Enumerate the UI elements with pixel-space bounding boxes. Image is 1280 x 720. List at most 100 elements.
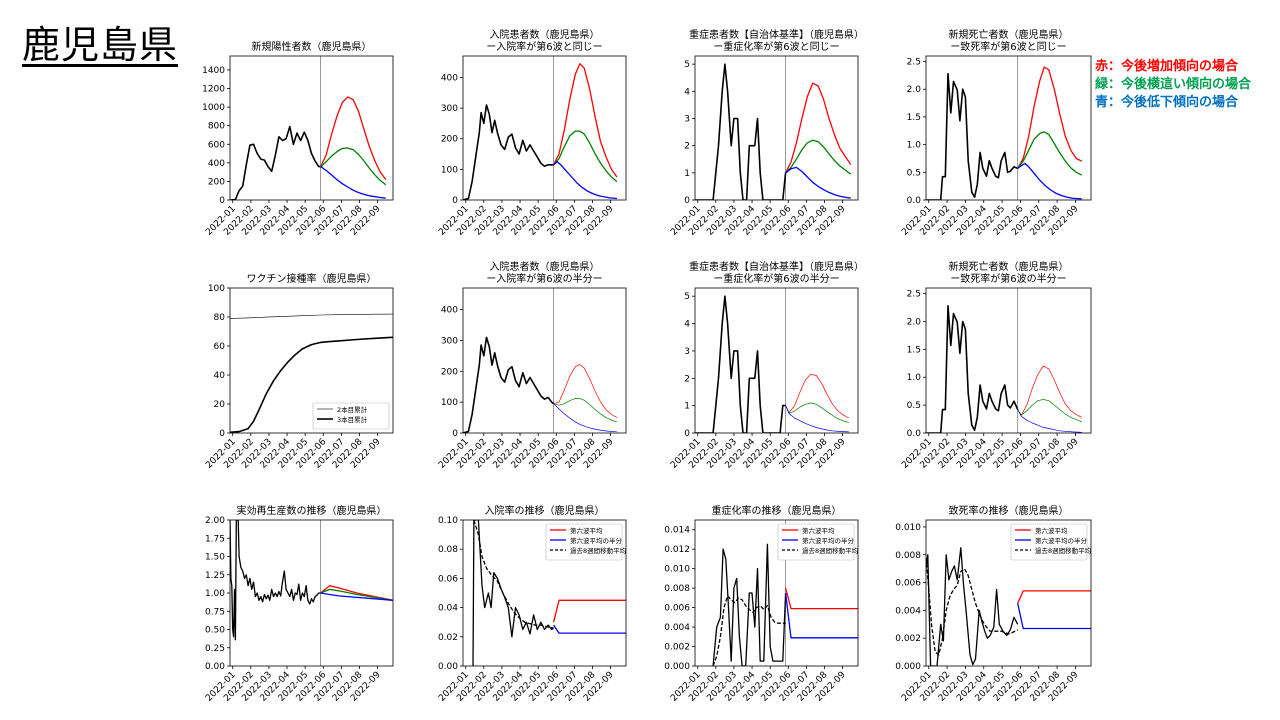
plot-frame [925, 55, 1092, 201]
y-tick-label: 0.00 [438, 662, 458, 672]
y-tick-label: 200 [441, 135, 458, 145]
legend-label: 第六波平均の半分 [1035, 536, 1088, 545]
series-line-green [320, 147, 387, 186]
plot-frame [229, 287, 394, 434]
y-tick-label: 0.0 [907, 429, 922, 439]
y-tick-label: 0.006 [895, 579, 921, 589]
chart-c1: 新規陽性者数（鹿児島県）0200400600800100012001400202… [202, 40, 394, 238]
legend-label: 過去8週間移動平均 [802, 546, 859, 555]
series-line-black [926, 547, 1019, 666]
y-tick-label: 3 [684, 114, 690, 124]
series-line-blue [1017, 409, 1082, 433]
y-tick-label: 0.5 [907, 168, 921, 178]
y-tick-label: 1.00 [205, 589, 225, 599]
y-tick-label: 2 [684, 374, 690, 384]
y-tick-label: 2.5 [907, 58, 921, 68]
y-tick-label: 0.002 [895, 634, 921, 644]
y-tick-label: 400 [441, 73, 458, 83]
legend-label: 第六波平均の半分 [570, 536, 623, 545]
y-tick-label: 0 [219, 196, 225, 206]
series-line-green [553, 398, 618, 423]
chart-title: ー重症化率が第6波と同じー [713, 40, 839, 53]
chart-c5: ワクチン接種率（鹿児島県）0204060801002022-012022-022… [204, 272, 394, 471]
chart-title: ー致死率が第6波の半分ー [950, 272, 1066, 285]
y-tick-label: 0.008 [895, 551, 921, 561]
y-tick-label: 0.5 [907, 401, 921, 411]
plot-frame [694, 519, 859, 667]
y-tick-label: 100 [208, 284, 225, 294]
series-line-red [320, 585, 393, 601]
y-tick-label: 0.000 [895, 662, 921, 672]
y-tick-label: 1.5 [907, 113, 921, 123]
plot-frame [462, 287, 627, 434]
plot-frame [694, 287, 859, 434]
y-tick-label: 2.00 [205, 516, 225, 526]
y-tick-label: 0.004 [664, 623, 690, 633]
series-line-blue [785, 166, 851, 199]
series-line-green [320, 588, 393, 601]
series-line-blue [320, 166, 386, 199]
series-line-black [463, 104, 554, 200]
plot-frame [925, 519, 1092, 667]
y-tick-label: 0.75 [205, 607, 225, 617]
chart-c12: 致死率の推移（鹿児島県） 0.000 0.002 0.004 0.006 0.008 0.0… [895, 504, 1091, 704]
series-line-red [553, 364, 618, 418]
y-tick-label: 5 [684, 292, 690, 302]
y-tick-label: 0 [219, 429, 225, 439]
series-line-green [1017, 399, 1082, 423]
y-tick-label: 0.02 [438, 633, 458, 643]
series-line-black [230, 313, 393, 319]
y-tick-label: 1400 [202, 66, 225, 76]
chart-title: ー重症化率が第6波の半分ー [713, 272, 839, 285]
legend-label: 過去8週間移動平均 [1035, 546, 1092, 555]
chart-c9: 実効再生産数の推移（鹿児島県） 0.00 0.25 0.50 0.75 1.00 1.25 1… [204, 504, 394, 704]
plot-frame [462, 55, 627, 201]
y-tick-label: 1.25 [205, 571, 225, 581]
chart-title: 新規陽性者数（鹿児島県） [252, 40, 372, 53]
series-line-red [1017, 365, 1082, 418]
y-tick-label: 200 [441, 367, 458, 377]
series-line-green [1017, 131, 1083, 176]
y-tick-label: 0.008 [664, 584, 690, 594]
series-line-green [785, 139, 852, 175]
series-line-black [712, 595, 786, 666]
chart-title: 入院患者数（鹿児島県） [490, 28, 600, 41]
y-tick-label: 0.00 [205, 662, 225, 672]
y-tick-label: 40 [214, 371, 226, 381]
chart-c4: 新規死亡者数（鹿児島県）ー致死率が第6波と同じー 0.0 0.5 1.0 1.5 2.0 2… [900, 28, 1092, 238]
chart-c10: 入院率の推移（鹿児島県）0.000.020.040.060.080.102022… [437, 504, 626, 704]
legend-label: 2本目累計 [337, 405, 368, 414]
y-tick-label: 0.010 [664, 565, 690, 575]
y-tick-label: 800 [208, 122, 225, 132]
series-line-black [926, 72, 1019, 200]
y-tick-label: 300 [441, 104, 458, 114]
y-tick-label: 100 [441, 165, 458, 175]
series-line-blue [553, 403, 617, 433]
y-tick-label: 0 [452, 429, 458, 439]
legend-item-increase: 赤：今後増加傾向の場合 [1095, 59, 1239, 74]
series-line-red [553, 63, 618, 178]
series-line-blue [1017, 162, 1082, 200]
y-tick-label: 0.010 [895, 523, 921, 533]
y-tick-label: 0.0 [907, 196, 922, 206]
y-tick-label: 0.006 [664, 604, 690, 614]
series-line-green [785, 402, 849, 423]
y-tick-label: 5 [684, 60, 690, 70]
legend-item-decrease: 青：今後低下傾向の場合 [1095, 95, 1239, 110]
series-line-black [695, 295, 786, 433]
legend-label: 第六波平均 [570, 526, 603, 535]
y-tick-label: 80 [214, 313, 226, 323]
chart-title: ー致死率が第6波と同じー [950, 40, 1066, 53]
series-line-blue [553, 161, 617, 200]
y-tick-label: 2.5 [907, 290, 921, 300]
plot-frame [925, 287, 1092, 434]
y-tick-label: 0.004 [895, 606, 921, 616]
series-line-blue [320, 592, 393, 601]
y-tick-label: 1.0 [907, 141, 922, 151]
chart-title: ー入院率が第6波と同じー [486, 40, 602, 53]
y-tick-label: 0.012 [664, 545, 690, 555]
